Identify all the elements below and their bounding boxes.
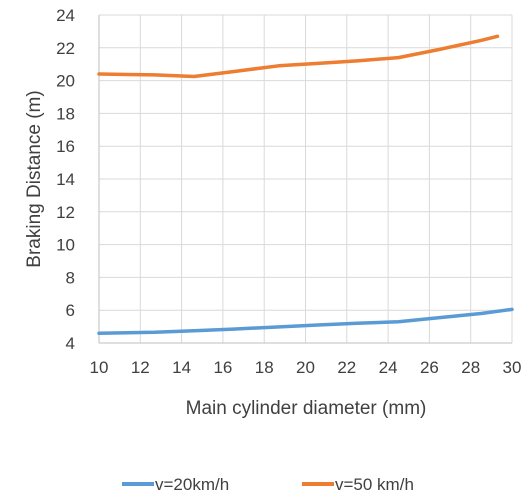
y-tick-label: 20 [56, 72, 75, 91]
axes [98, 15, 512, 344]
x-tick-label: 10 [90, 358, 109, 377]
y-tick-label: 8 [66, 268, 75, 287]
y-tick-label: 16 [56, 137, 75, 156]
y-axis-title: Braking Distance (m) [24, 90, 45, 267]
y-tick-label: 14 [56, 170, 75, 189]
y-tick-label: 12 [56, 203, 75, 222]
y-tick-label: 4 [66, 334, 75, 353]
series-line-v50 [97, 34, 500, 79]
gridlines [99, 14, 513, 343]
y-tick-label: 6 [66, 301, 75, 320]
series-line-v20 [97, 307, 514, 335]
x-tick-label: 20 [296, 358, 315, 377]
x-tick-label: 26 [420, 358, 439, 377]
y-tick-label: 10 [56, 236, 75, 255]
x-tick-label: 18 [255, 358, 274, 377]
y-tick-label: 22 [56, 39, 75, 58]
legend-label-v50: v=50 km/h [335, 475, 414, 493]
x-tick-label: 22 [337, 358, 356, 377]
x-tick-label: 30 [503, 358, 522, 377]
y-tick-label: 24 [56, 6, 75, 25]
tick-labels: 10 12 14 16 18 20 22 24 26 28 30 4 6 8 10 12 14 16 18 20 22 2… [56, 6, 521, 377]
x-tick-label: 24 [379, 358, 398, 377]
legend-label-v20: v=20km/h [155, 475, 229, 493]
x-tick-label: 16 [213, 358, 232, 377]
x-tick-label: 12 [131, 358, 150, 377]
x-axis-title: Main cylinder diameter (mm) [186, 398, 427, 419]
legend: v=20km/h v=50 km/h [122, 475, 414, 493]
series-lines [97, 34, 514, 335]
x-tick-label: 28 [461, 358, 480, 377]
y-tick-label: 18 [56, 104, 75, 123]
x-tick-label: 14 [172, 358, 191, 377]
